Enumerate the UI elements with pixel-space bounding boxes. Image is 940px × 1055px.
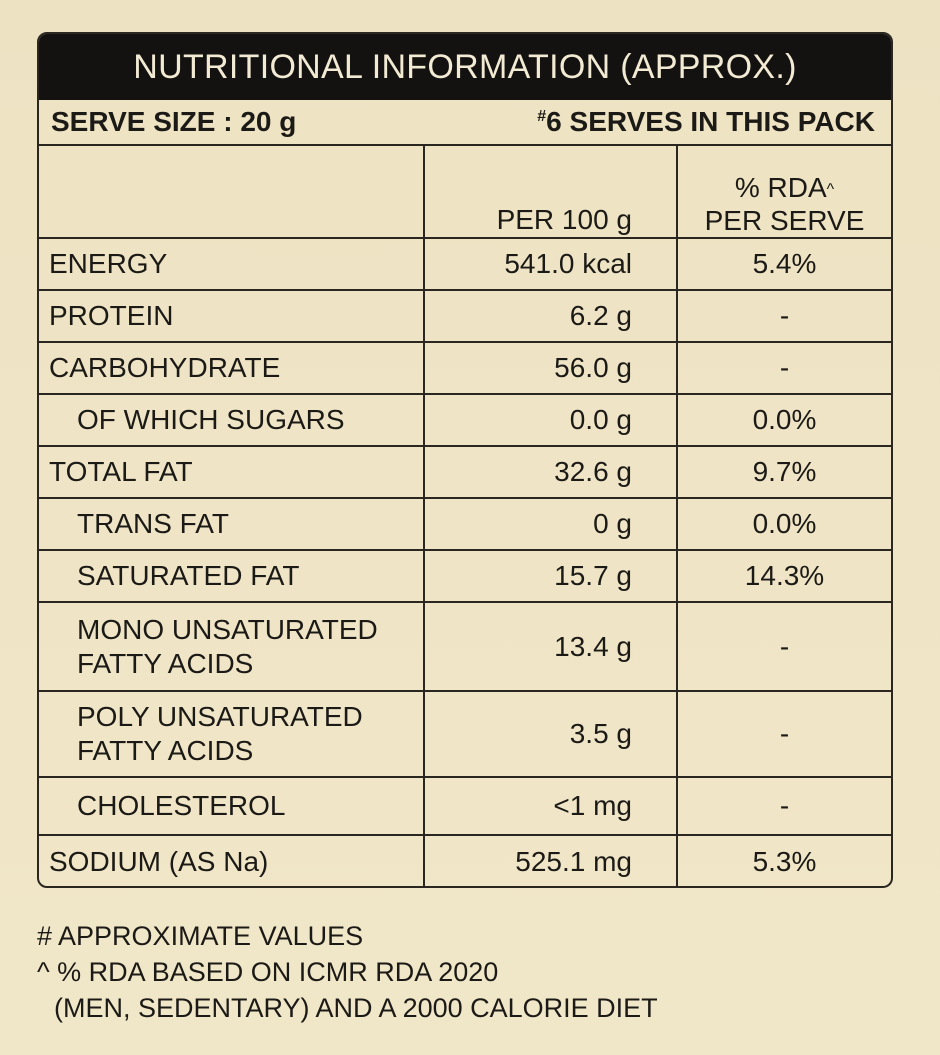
nutrient-per100: 3.5 g (424, 691, 678, 778)
header-per100: PER 100 g (424, 146, 678, 239)
serves-text: 6 SERVES IN THIS PACK (546, 106, 875, 137)
nutrient-name-line1: MONO UNSATURATED (77, 613, 378, 645)
nutrition-panel: NUTRITIONAL INFORMATION (APPROX.) SERVE … (37, 32, 893, 888)
table-row-total-fat: TOTAL FAT 32.6 g 9.7% (39, 446, 891, 499)
table-row-protein: PROTEIN 6.2 g - (39, 290, 891, 343)
nutrient-per100: 15.7 g (424, 550, 678, 603)
footnote-rda-basis-cont: (MEN, SEDENTARY) AND A 2000 CALORIE DIET (54, 993, 658, 1023)
nutrient-rda: - (677, 290, 891, 343)
nutrition-table: PER 100 g % RDA^ PER SERVE ENERGY 541.0 k… (39, 146, 891, 886)
header-nutrient-cell (39, 146, 425, 239)
nutrient-rda: 0.0% (677, 498, 891, 551)
footnote-rda-basis: ^ % RDA BASED ON ICMR RDA 2020 (37, 957, 499, 987)
nutrient-per100: <1 mg (424, 777, 678, 836)
nutrient-rda: - (677, 691, 891, 778)
nutrient-name-line2: FATTY ACIDS (77, 647, 254, 679)
nutrient-rda: 5.4% (677, 238, 891, 291)
nutrient-name-line2: FATTY ACIDS (77, 735, 254, 766)
nutrient-rda: - (677, 342, 891, 395)
serves-per-pack: #6 SERVES IN THIS PACK (537, 106, 875, 138)
nutrient-rda: 14.3% (677, 550, 891, 603)
nutrient-per100: 0.0 g (424, 394, 678, 447)
nutrient-per100: 541.0 kcal (424, 238, 678, 291)
nutrient-name: SATURATED FAT (39, 550, 425, 603)
footnotes: # APPROXIMATE VALUES ^ % RDA BASED ON IC… (37, 918, 658, 1026)
table-row-sodium: SODIUM (AS Na) 525.1 mg 5.3% (39, 835, 891, 886)
table-row-carbohydrate: CARBOHYDRATE 56.0 g - (39, 342, 891, 395)
nutrient-name: CHOLESTEROL (39, 777, 425, 836)
nutrient-name: SODIUM (AS Na) (39, 835, 425, 886)
nutrient-rda: 9.7% (677, 446, 891, 499)
nutrient-per100: 13.4 g (424, 602, 678, 692)
nutrient-per100: 6.2 g (424, 290, 678, 343)
nutrient-name: CARBOHYDRATE (39, 342, 425, 395)
nutrient-rda: - (677, 777, 891, 836)
serves-mark: # (537, 108, 547, 125)
nutrient-per100: 32.6 g (424, 446, 678, 499)
nutrient-name-line1: POLY UNSATURATED (77, 701, 363, 732)
table-row-pufa: POLY UNSATURATED FATTY ACIDS 3.5 g - (39, 691, 891, 778)
nutrient-per100: 0 g (424, 498, 678, 551)
nutrient-name: TOTAL FAT (39, 446, 425, 499)
nutrient-name: POLY UNSATURATED FATTY ACIDS (39, 691, 425, 778)
table-row-sugars: OF WHICH SUGARS 0.0 g 0.0% (39, 394, 891, 447)
table-row-energy: ENERGY 541.0 kcal 5.4% (39, 238, 891, 291)
header-rda-line1: % RDA (734, 172, 827, 203)
nutrient-rda: 0.0% (677, 394, 891, 447)
table-row-mufa: MONO UNSATURATED FATTY ACIDS 13.4 g - (39, 602, 891, 692)
header-rda: % RDA^ PER SERVE (677, 146, 891, 239)
nutrient-name: OF WHICH SUGARS (39, 394, 425, 447)
nutrient-name: TRANS FAT (39, 498, 425, 551)
header-rda-line2: PER SERVE (704, 205, 865, 236)
serve-size: SERVE SIZE : 20 g (51, 106, 297, 137)
rda-mark: ^ (826, 181, 835, 198)
table-row-trans-fat: TRANS FAT 0 g 0.0% (39, 498, 891, 551)
table-row-cholesterol: CHOLESTEROL <1 mg - (39, 777, 891, 836)
table-row-saturated-fat: SATURATED FAT 15.7 g 14.3% (39, 550, 891, 603)
nutrient-name: ENERGY (39, 238, 425, 291)
serve-info-row: SERVE SIZE : 20 g #6 SERVES IN THIS PACK (39, 100, 891, 146)
table-header-row: PER 100 g % RDA^ PER SERVE (39, 146, 891, 239)
nutrient-rda: 5.3% (752, 846, 817, 877)
nutrient-name: PROTEIN (39, 290, 425, 343)
nutrient-rda: - (677, 602, 891, 692)
nutrient-name: MONO UNSATURATED FATTY ACIDS (39, 602, 425, 692)
footnote-approx: # APPROXIMATE VALUES (37, 921, 364, 951)
panel-title: NUTRITIONAL INFORMATION (APPROX.) (39, 34, 891, 100)
nutrient-per100: 56.0 g (424, 342, 678, 395)
nutrient-per100: 525.1 mg (424, 835, 678, 886)
